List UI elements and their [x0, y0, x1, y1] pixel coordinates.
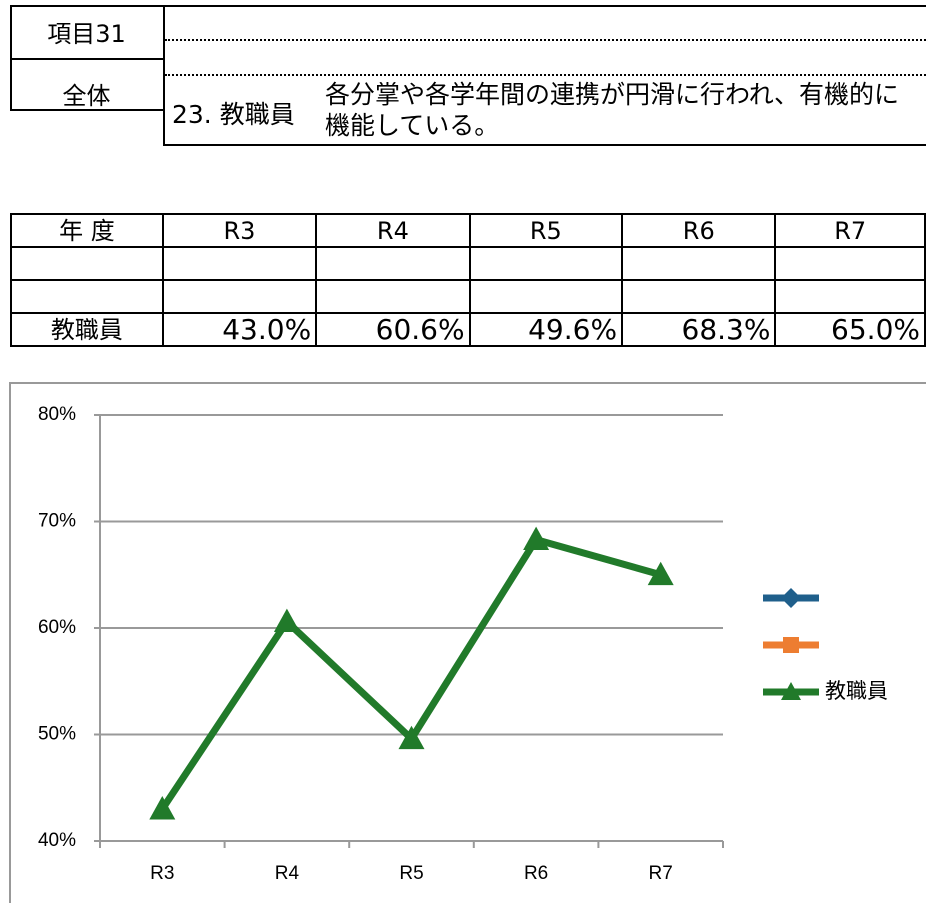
table-cell: [621, 246, 777, 281]
marker: [647, 561, 674, 586]
marker: [781, 682, 801, 700]
legend-label: 教職員: [825, 679, 888, 703]
table-cell: R4: [315, 213, 471, 248]
marker: [273, 608, 300, 633]
marker: [783, 637, 799, 653]
marker: [398, 725, 425, 750]
question-box: [163, 5, 926, 146]
table-cell: 60.6%: [315, 312, 471, 347]
x-tick-label: R3: [150, 863, 174, 884]
table-cell: R6: [621, 213, 777, 248]
table-cell: R3: [161, 213, 318, 248]
table-cell: 教職員: [10, 312, 164, 347]
table-cell: [315, 279, 471, 314]
table-cell: 68.3%: [621, 312, 777, 347]
x-tick-label: R6: [524, 863, 548, 884]
y-tick-label: 70%: [38, 511, 76, 532]
item-label: 項目31: [47, 20, 126, 48]
dotted-line: [165, 39, 926, 41]
table-cell: [161, 246, 318, 281]
table-cell: [468, 279, 624, 314]
table-cell: [315, 246, 471, 281]
table-cell: [10, 279, 164, 314]
y-tick-label: 60%: [38, 617, 76, 638]
table-cell: [468, 246, 624, 281]
chart-border: [9, 382, 926, 903]
dotted-line: [165, 74, 926, 76]
table-cell: [10, 246, 164, 281]
marker: [149, 796, 176, 820]
question-number: 23. 教職員: [172, 100, 295, 129]
data-table: 年 度 R3 R4 R5 R6 R7 教職員 43.0% 60.6% 49.6% 68.3% 65.0…: [10, 213, 926, 347]
table-cell: 65.0%: [774, 312, 926, 347]
table-cell: R7: [774, 213, 926, 248]
table-cell: [161, 279, 318, 314]
marker: [523, 526, 550, 551]
x-tick-label: R5: [399, 863, 423, 884]
table-row: 教職員 43.0% 60.6% 49.6% 68.3% 65.0%: [10, 312, 926, 347]
scope-label: 全体: [62, 82, 111, 110]
series-line: [159, 536, 662, 811]
table-header-row: 年 度 R3 R4 R5 R6 R7: [10, 213, 926, 248]
y-tick-label: 80%: [38, 404, 76, 425]
x-tick-label: R4: [275, 863, 300, 884]
table-cell: [774, 279, 926, 314]
table-cell: 49.6%: [468, 312, 624, 347]
marker: [781, 588, 801, 608]
table-cell: [774, 246, 926, 281]
y-tick-label: 40%: [38, 830, 76, 851]
table-empty-row: [10, 279, 926, 314]
table-cell: 43.0%: [161, 312, 318, 347]
question-text: 各分掌や各学年間の連携が円滑に行われ、有機的に機能している。: [325, 80, 900, 140]
x-tick-label: R7: [649, 863, 673, 884]
table-cell: 年 度: [10, 213, 164, 248]
table-cell: [621, 279, 777, 314]
divider: [10, 58, 163, 60]
table-empty-row: [10, 246, 926, 281]
y-tick-label: 50%: [38, 724, 76, 745]
table-cell: R5: [468, 213, 624, 248]
